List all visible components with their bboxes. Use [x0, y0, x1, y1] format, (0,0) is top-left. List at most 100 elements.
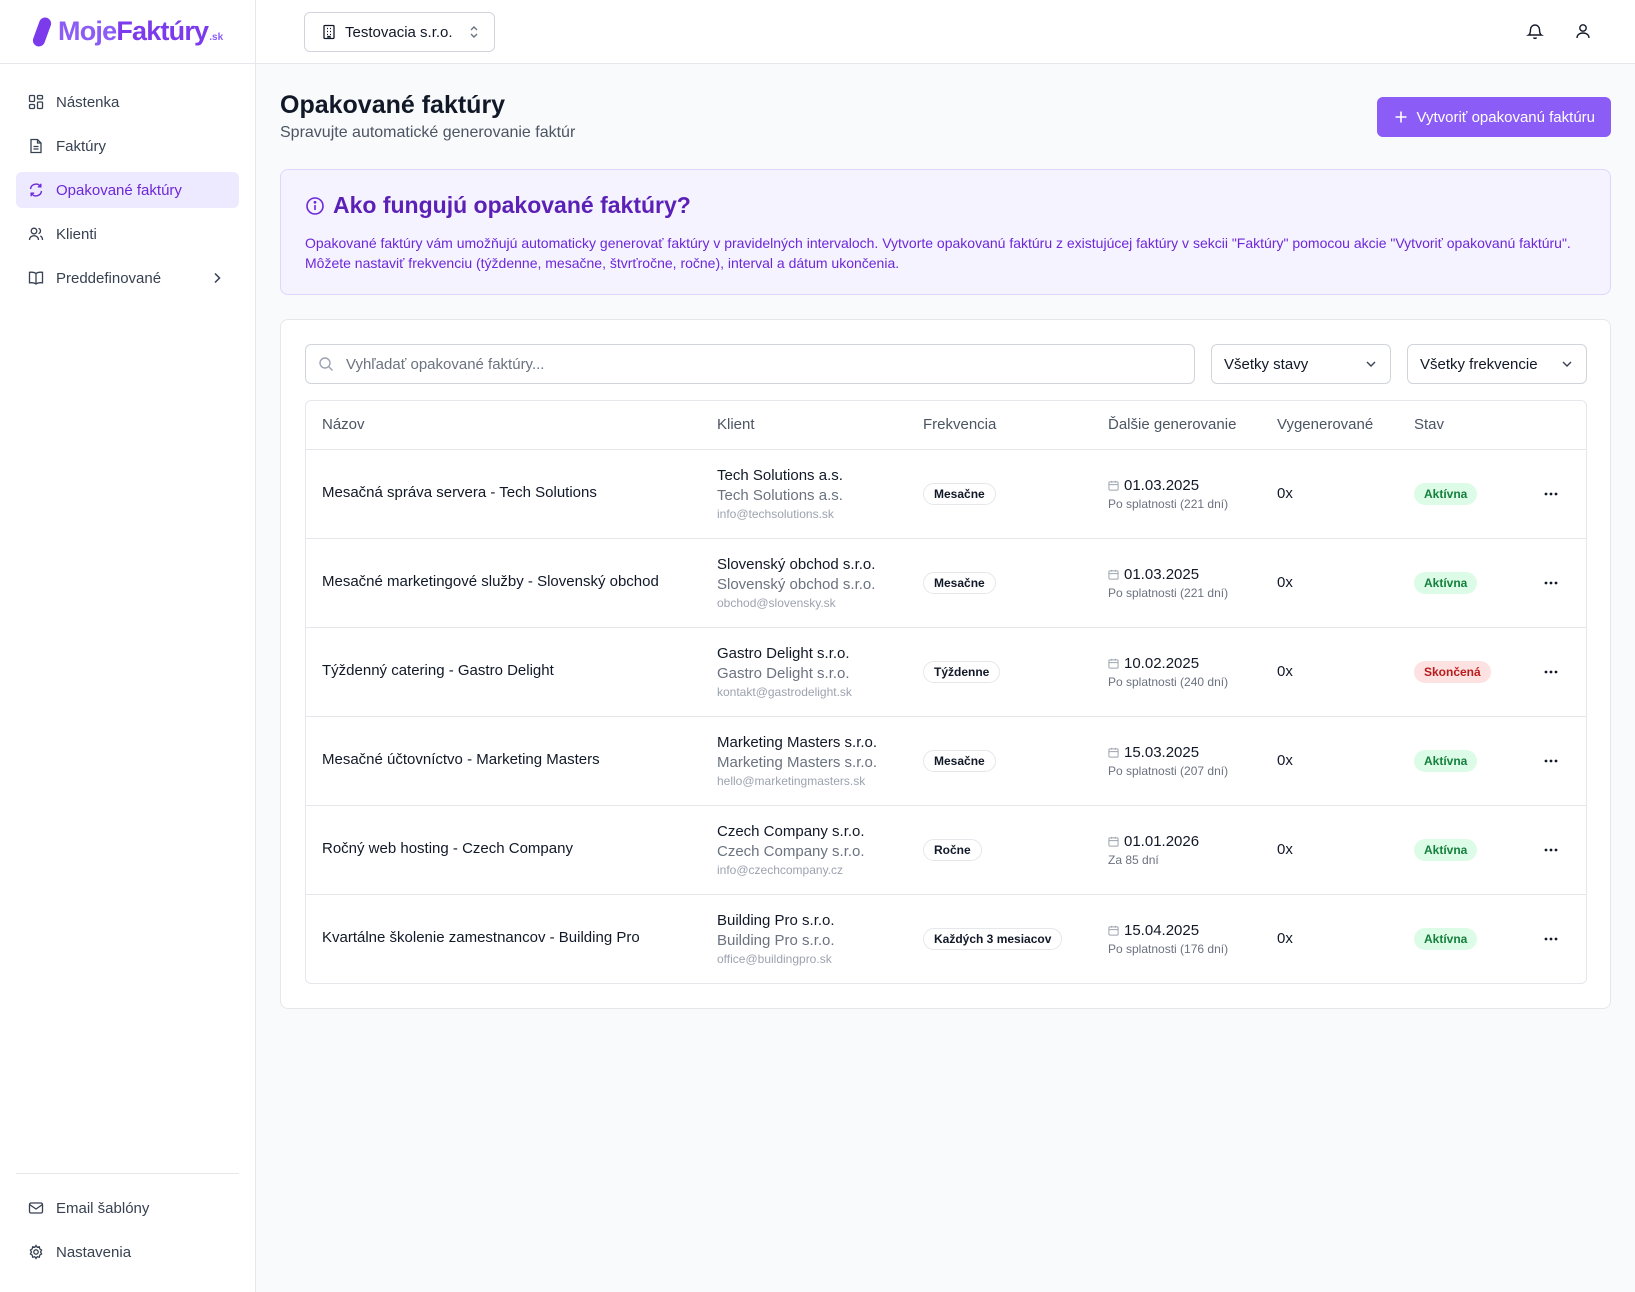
table-row[interactable]: Mesačné účtovníctvo - Marketing Masters …: [306, 717, 1586, 806]
create-button-label: Vytvoriť opakovanú faktúru: [1416, 108, 1596, 126]
status-badge: Aktívna: [1414, 750, 1478, 772]
column-header-generated[interactable]: Vygenerované: [1277, 416, 1374, 433]
row-actions-button[interactable]: [1542, 662, 1560, 682]
sidebar-item-label: Faktúry: [56, 137, 107, 155]
due-note: Po splatnosti (240 dní): [1108, 675, 1229, 689]
generated-count: 0x: [1277, 574, 1293, 591]
table-row[interactable]: Ročný web hosting - Czech Company Czech …: [306, 806, 1586, 895]
due-note: Po splatnosti (176 dní): [1108, 942, 1229, 956]
company-selector[interactable]: Testovacia s.r.o.: [304, 12, 495, 52]
table-row[interactable]: Kvartálne školenie zamestnancov - Buildi…: [306, 895, 1586, 983]
client-name: Marketing Masters s.r.o.: [717, 734, 878, 751]
client-cell: Slovenský obchod s.r.o. Slovenský obchod…: [717, 556, 875, 610]
sidebar-item-clients[interactable]: Klienti: [16, 216, 239, 252]
client-email: obchod@slovensky.sk: [717, 596, 836, 610]
invoice-name: Mesačná správa servera - Tech Solutions: [322, 484, 597, 501]
sidebar-item-label: Opakované faktúry: [56, 181, 182, 199]
invoice-name: Mesačné účtovníctvo - Marketing Masters: [322, 751, 600, 768]
status-filter[interactable]: Všetky stavy: [1211, 344, 1391, 384]
building-icon: [323, 24, 335, 40]
next-date: 10.02.2025: [1124, 655, 1200, 672]
logo-text: MojeFaktúry.sk: [58, 16, 224, 46]
client-cell: Czech Company s.r.o. Czech Company s.r.o…: [717, 823, 865, 877]
sidebar-item-email-templates[interactable]: Email šablóny: [16, 1190, 239, 1226]
table-row[interactable]: Týždenný catering - Gastro Delight Gastr…: [306, 628, 1586, 717]
row-actions-button[interactable]: [1542, 751, 1560, 771]
frequency-badge: Ročne: [923, 839, 982, 861]
client-email: hello@marketingmasters.sk: [717, 774, 866, 788]
column-header-status[interactable]: Stav: [1414, 416, 1445, 433]
table-row[interactable]: Mesačná správa servera - Tech Solutions …: [306, 450, 1586, 539]
sidebar-item-label: Email šablóny: [56, 1199, 150, 1217]
calendar-icon: [1108, 836, 1119, 847]
company-name: Testovacia s.r.o.: [345, 23, 453, 41]
search-input[interactable]: [346, 355, 1166, 373]
more-horizontal-icon: [1544, 937, 1558, 941]
column-header-client[interactable]: Klient: [717, 416, 755, 433]
frequency-filter[interactable]: Všetky frekvencie: [1407, 344, 1587, 384]
client-company: Slovenský obchod s.r.o.: [717, 576, 876, 593]
status-badge: Aktívna: [1414, 483, 1478, 505]
client-company: Building Pro s.r.o.: [717, 932, 835, 949]
client-company: Czech Company s.r.o.: [717, 843, 865, 860]
create-recurring-invoice-button[interactable]: Vytvoriť opakovanú faktúru: [1376, 97, 1611, 137]
generated-count: 0x: [1277, 841, 1293, 858]
frequency-badge: Týždenne: [923, 661, 1001, 683]
next-date: 01.03.2025: [1124, 477, 1200, 494]
logo[interactable]: MojeFaktúry.sk: [0, 0, 255, 64]
sidebar-item-recurring-invoices[interactable]: Opakované faktúry: [16, 172, 239, 208]
client-cell: Marketing Masters s.r.o. Marketing Maste…: [717, 734, 877, 788]
sidebar-nav: Nástenka Faktúry Opakované faktúry Klien…: [0, 64, 255, 296]
more-horizontal-icon: [1544, 848, 1558, 852]
invoice-name: Týždenný catering - Gastro Delight: [322, 662, 554, 679]
row-actions-button[interactable]: [1542, 840, 1560, 860]
sidebar-item-dashboard[interactable]: Nástenka: [16, 84, 239, 120]
refresh-icon: [29, 183, 43, 197]
calendar-icon: [1108, 658, 1119, 669]
chevron-right-icon: [214, 272, 221, 284]
client-name: Czech Company s.r.o.: [717, 823, 865, 840]
due-note: Po splatnosti (221 dní): [1108, 586, 1229, 600]
status-filter-value: Všetky stavy: [1224, 355, 1309, 373]
sidebar-item-predefined[interactable]: Preddefinované: [16, 260, 239, 296]
mail-icon: [28, 1202, 44, 1214]
chevron-down-icon: [1562, 361, 1572, 367]
table-row[interactable]: Mesačné marketingové služby - Slovenský …: [306, 539, 1586, 628]
book-icon: [28, 271, 44, 285]
client-name: Gastro Delight s.r.o.: [717, 645, 850, 662]
sidebar-item-label: Nástenka: [56, 93, 120, 111]
generated-count: 0x: [1277, 663, 1293, 680]
chevron-down-icon: [1366, 361, 1376, 367]
sidebar-item-settings[interactable]: Nastavenia: [16, 1234, 239, 1270]
bell-icon[interactable]: [1526, 22, 1544, 40]
due-note: Za 85 dní: [1108, 853, 1159, 867]
invoice-name: Mesačné marketingové služby - Slovenský …: [322, 573, 659, 590]
sidebar-item-invoices[interactable]: Faktúry: [16, 128, 239, 164]
client-email: info@techsolutions.sk: [717, 507, 834, 521]
plus-icon: [1395, 111, 1406, 123]
row-actions-button[interactable]: [1542, 929, 1560, 949]
sidebar-bottom: Email šablóny Nastavenia: [16, 1173, 239, 1278]
row-actions-button[interactable]: [1542, 573, 1560, 593]
search-box[interactable]: [305, 344, 1195, 384]
sidebar-item-label: Klienti: [56, 225, 97, 243]
column-header-name[interactable]: Názov: [322, 416, 365, 433]
sidebar-item-label: Nastavenia: [56, 1243, 132, 1261]
frequency-badge: Mesačne: [923, 483, 996, 505]
top-bar: Testovacia s.r.o.: [256, 0, 1635, 64]
dashboard-icon: [28, 94, 44, 110]
calendar-icon: [1108, 569, 1119, 580]
column-header-next-generation[interactable]: Ďalšie generovanie: [1108, 416, 1237, 433]
next-generation-cell: 15.04.2025 Po splatnosti (176 dní): [1108, 922, 1228, 956]
user-icon[interactable]: [1574, 22, 1592, 40]
table-header: Názov Klient Frekvencia Ďalšie generovan…: [306, 401, 1586, 450]
more-horizontal-icon: [1544, 759, 1558, 763]
generated-count: 0x: [1277, 930, 1293, 947]
row-actions-button[interactable]: [1542, 484, 1560, 504]
next-date: 15.04.2025: [1124, 922, 1200, 939]
column-header-frequency[interactable]: Frekvencia: [923, 416, 997, 433]
page-title: Opakované faktúry: [280, 91, 506, 119]
users-icon: [28, 227, 44, 241]
gear-icon: [29, 1244, 43, 1260]
frequency-filter-value: Všetky frekvencie: [1420, 355, 1538, 373]
